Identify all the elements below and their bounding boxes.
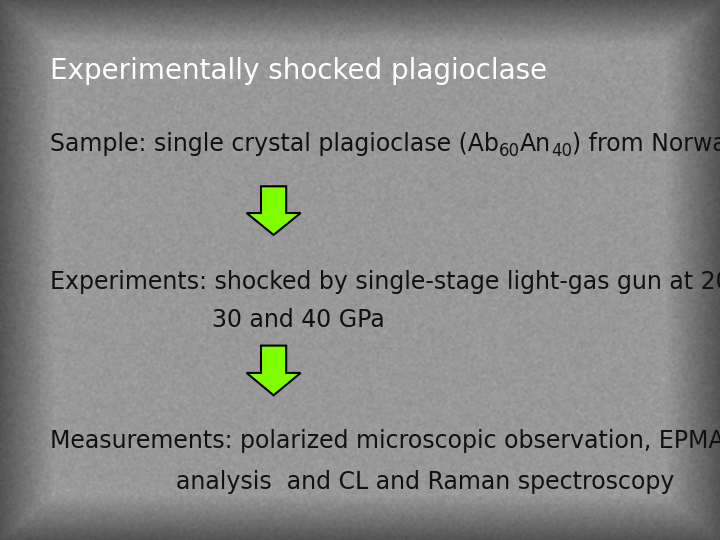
FancyArrow shape bbox=[246, 186, 301, 235]
Text: 30 and 40 GPa: 30 and 40 GPa bbox=[212, 308, 385, 332]
Text: Experimentally shocked plagioclase: Experimentally shocked plagioclase bbox=[50, 57, 547, 85]
Text: An: An bbox=[521, 132, 552, 156]
Text: ) from Norway: ) from Norway bbox=[572, 132, 720, 156]
Text: Sample: single crystal plagioclase (Ab: Sample: single crystal plagioclase (Ab bbox=[50, 132, 499, 156]
Text: 40: 40 bbox=[552, 142, 572, 160]
Text: analysis  and CL and Raman spectroscopy: analysis and CL and Raman spectroscopy bbox=[176, 470, 675, 494]
Text: Experiments: shocked by single-stage light-gas gun at 20,: Experiments: shocked by single-stage lig… bbox=[50, 270, 720, 294]
FancyArrow shape bbox=[246, 346, 301, 395]
Text: Measurements: polarized microscopic observation, EPMA: Measurements: polarized microscopic obse… bbox=[50, 429, 720, 453]
Text: 60: 60 bbox=[499, 142, 521, 160]
